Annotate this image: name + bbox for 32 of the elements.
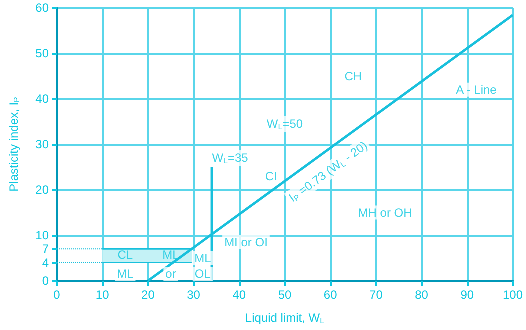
y-tick-label: 50	[36, 46, 50, 60]
x-tick-label: 0	[54, 288, 61, 302]
y-tick-label: 0	[42, 274, 50, 288]
x-tick-label: 60	[324, 288, 338, 302]
annotation: ML	[194, 251, 212, 266]
y-axis-title: Plasticity index, IP	[7, 97, 22, 192]
annotation: CI	[265, 169, 278, 184]
annotation: ML	[162, 248, 180, 262]
x-tick-label: 80	[415, 288, 429, 302]
annotation: MH or OH	[358, 206, 412, 220]
x-tick-label: 10	[96, 288, 110, 302]
x-tick-label: 70	[370, 288, 384, 302]
y-tick-label: 60	[36, 1, 50, 15]
y-tick-label: 20	[36, 183, 50, 197]
y-tick-label: 30	[36, 138, 50, 152]
x-tick-label: 50	[278, 288, 292, 302]
y-tick-label: 10	[36, 228, 50, 242]
y-tick-label: 7	[42, 242, 50, 256]
annotation: MI or OI	[224, 235, 268, 250]
x-tick-label: 20	[142, 288, 156, 302]
x-tick-label: 40	[232, 288, 246, 302]
annotation: A - Line	[456, 82, 498, 97]
x-tick-label: 30	[187, 288, 201, 302]
x-tick-label: 90	[460, 288, 474, 302]
y-tick-label: 4	[42, 256, 50, 270]
y-tick-label: 40	[36, 92, 50, 106]
annotation: CH	[344, 69, 362, 84]
annotation: or	[166, 267, 176, 282]
annotation: ML	[117, 267, 134, 282]
x-tick-label: 100	[502, 288, 524, 302]
annotation: OL	[194, 267, 212, 282]
annotation: CL	[118, 248, 134, 262]
